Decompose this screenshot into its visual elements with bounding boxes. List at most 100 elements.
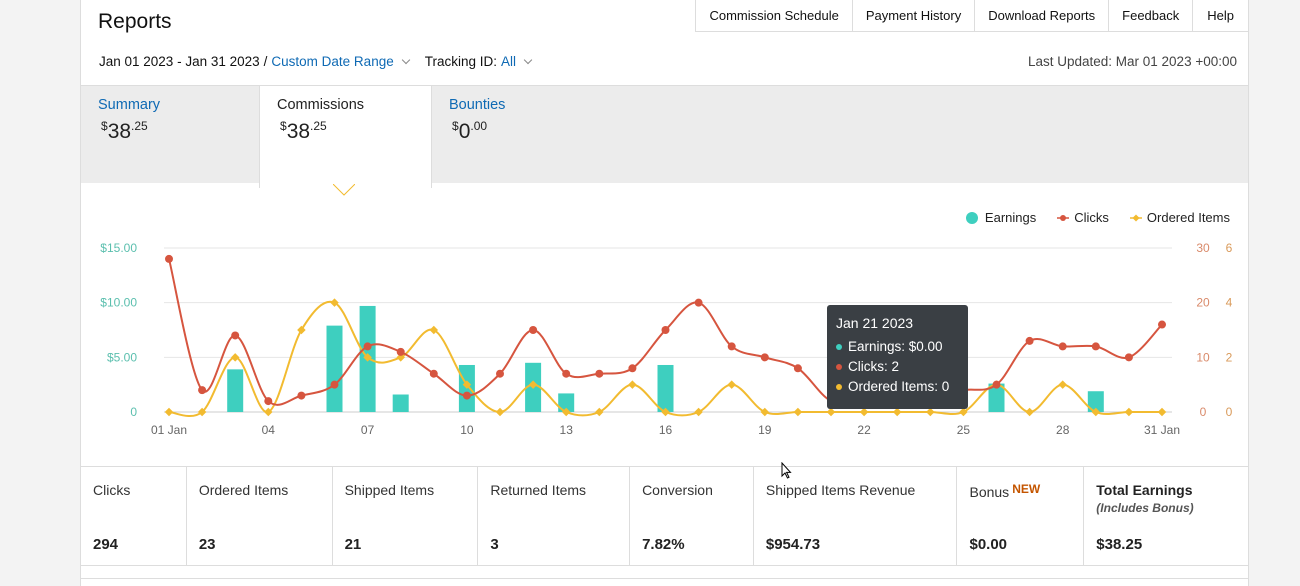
clicks-point: [496, 369, 504, 378]
tracking-id-label: Tracking ID:: [424, 54, 497, 69]
stat-shipped-revenue: Shipped Items Revenue $954.73: [754, 467, 958, 565]
tab-commissions[interactable]: Commissions $38.25: [259, 86, 432, 188]
x-tick-label: 07: [361, 423, 375, 437]
clicks-point: [165, 254, 173, 263]
clicks-point: [462, 391, 471, 400]
ordered-items-point: [760, 407, 770, 417]
ordered-items-point: [230, 353, 240, 362]
clicks-point: [396, 347, 405, 356]
x-tick-label: 28: [1056, 423, 1070, 437]
nav-help[interactable]: Help: [1207, 8, 1234, 23]
x-tick-label: 22: [857, 423, 871, 437]
ordered-items-point: [628, 380, 637, 389]
stat-shipped-items: Shipped Items 21: [333, 467, 479, 565]
clicks-point: [429, 369, 438, 378]
ordered-items-point: [164, 407, 174, 417]
ordered-items-point: [694, 407, 703, 417]
ordered-items-point: [1157, 407, 1167, 417]
tooltip-date: Jan 21 2023: [836, 315, 914, 331]
circle-icon: [965, 211, 978, 224]
y-right-clicks-tick-label: 10: [1196, 350, 1210, 364]
y-right-ordered-tick-label: 4: [1226, 296, 1233, 310]
y-left-tick-label: 0: [130, 405, 137, 419]
x-tick-label: 01 Jan: [151, 423, 187, 437]
ordered-items-point: [959, 407, 968, 417]
top-navigation: Commission Schedule Payment History Down…: [695, 0, 1248, 32]
earnings-bar: [392, 394, 409, 412]
clicks-point: [529, 326, 538, 334]
stat-total-earnings: Total Earnings (Includes Bonus) $38.25: [1096, 482, 1194, 553]
ordered-items-point: [826, 407, 836, 417]
tooltip-earnings: Earnings: $0.00: [836, 339, 959, 354]
tooltip-clicks: Clicks: 2: [836, 359, 959, 374]
earnings-bar: [1087, 391, 1104, 412]
y-right-clicks-tick-label: 30: [1196, 241, 1210, 255]
stat-ordered-items: Ordered Items 23: [187, 467, 333, 565]
clicks-point: [1124, 353, 1133, 362]
stat-clicks: Clicks 294: [81, 467, 187, 565]
clicks-point: [793, 364, 802, 373]
custom-date-range-dropdown[interactable]: Custom Date Range: [271, 54, 394, 69]
mouse-cursor-icon: [781, 462, 792, 479]
y-left-tick-label: $15.00: [100, 241, 137, 255]
legend-clicks[interactable]: Clicks: [1056, 210, 1109, 225]
x-tick-label: 16: [659, 423, 673, 437]
legend-earnings[interactable]: Earnings: [965, 210, 1036, 225]
clicks-point: [562, 369, 571, 378]
y-right-clicks-tick-label: 0: [1200, 405, 1207, 419]
ordered-items-point: [595, 407, 604, 417]
ordered-items-point: [1091, 407, 1101, 417]
nav-download-reports[interactable]: Download Reports: [975, 0, 1110, 31]
tooltip-ordered: Ordered Items: 0: [836, 379, 959, 394]
ordered-items-point: [1124, 407, 1134, 417]
chevron-down-icon[interactable]: [523, 55, 533, 65]
earnings-chart[interactable]: $15.00 30 6$10.00 20 4$5.00 10 20 0 001 Jan 04 07 1…: [81, 236, 1250, 442]
tracking-id-dropdown[interactable]: All: [501, 54, 517, 69]
y-right-ordered-tick-label: 6: [1226, 241, 1233, 255]
tab-amount: $38.25: [280, 119, 327, 143]
nav-feedback[interactable]: Feedback: [1109, 0, 1194, 31]
ordered-items-point: [926, 407, 935, 417]
earnings-bar: [227, 369, 244, 412]
clicks-point: [198, 386, 207, 395]
clicks-point: [1091, 342, 1100, 351]
date-separator: /: [263, 54, 268, 69]
earnings-bar: [558, 393, 575, 412]
clicks-point: [1058, 342, 1067, 351]
ordered-items-point: [1058, 380, 1067, 389]
tab-summary[interactable]: Summary $38.25: [81, 86, 259, 184]
x-tick-label: 10: [460, 423, 474, 437]
clicks-point: [264, 397, 273, 406]
ordered-items-point: [528, 380, 538, 389]
x-tick-label: 31 Jan: [1144, 423, 1180, 437]
chevron-down-icon[interactable]: [401, 55, 410, 65]
line-dot-icon: [1057, 214, 1070, 221]
stat-conversion: Conversion 7.82%: [630, 467, 754, 565]
y-right-ordered-tick-label: 2: [1226, 350, 1233, 364]
last-updated: Last Updated: Mar 01 2023 +00:00: [1027, 54, 1237, 69]
clicks-point: [661, 326, 670, 334]
ordered-items-point: [661, 407, 670, 417]
tab-label[interactable]: Bounties: [449, 97, 506, 113]
nav-commission-schedule[interactable]: Commission Schedule: [696, 0, 853, 31]
clicks-point: [992, 380, 1001, 389]
tab-label: Commissions: [277, 97, 365, 113]
earnings-bar: [988, 383, 1005, 412]
clicks-point: [628, 364, 637, 373]
ordered-items-point: [197, 407, 207, 417]
legend-ordered-items[interactable]: Ordered Items: [1129, 210, 1230, 225]
tab-bounties[interactable]: Bounties $0.00: [432, 86, 612, 184]
ordered-items-point: [793, 407, 803, 417]
nav-payment-history[interactable]: Payment History: [853, 0, 976, 31]
earnings-bar: [326, 325, 343, 412]
page-title: Reports: [98, 10, 172, 33]
tab-label[interactable]: Summary: [98, 97, 161, 113]
chart-legend: Earnings Clicks Ordered Items: [945, 210, 1230, 225]
tab-amount: $38.25: [101, 119, 148, 143]
clicks-point: [760, 353, 769, 362]
clicks-point: [363, 342, 372, 351]
ordered-items-point: [1025, 407, 1034, 417]
clicks-point: [595, 369, 604, 378]
date-range-text: Jan 01 2023 - Jan 31 2023: [99, 54, 260, 69]
ordered-items-point: [264, 407, 273, 417]
